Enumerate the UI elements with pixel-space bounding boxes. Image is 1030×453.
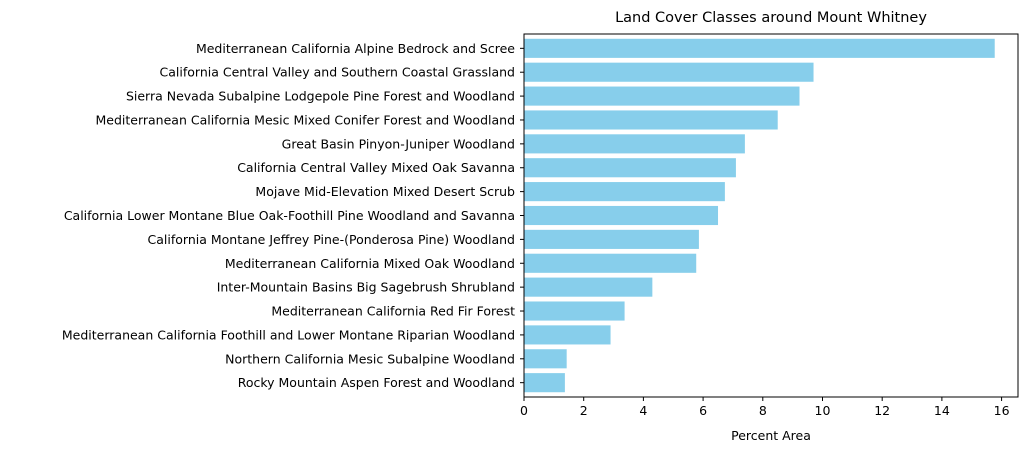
category-label: California Lower Montane Blue Oak-Foothi… bbox=[64, 208, 515, 223]
category-label: Mojave Mid-Elevation Mixed Desert Scrub bbox=[255, 184, 515, 199]
bar bbox=[524, 277, 653, 297]
category-label: Mediterranean California Red Fir Forest bbox=[271, 304, 515, 319]
category-label: Mediterranean California Mesic Mixed Con… bbox=[95, 112, 515, 127]
category-label: Northern California Mesic Subalpine Wood… bbox=[225, 351, 515, 366]
bar bbox=[524, 229, 699, 249]
category-label: California Central Valley Mixed Oak Sava… bbox=[237, 160, 515, 175]
x-tick-label: 2 bbox=[580, 403, 588, 418]
bar bbox=[524, 205, 719, 226]
axes-frame bbox=[523, 33, 1019, 398]
bar bbox=[524, 158, 736, 178]
category-label: California Central Valley and Southern C… bbox=[160, 65, 515, 80]
category-label: Mediterranean California Alpine Bedrock … bbox=[196, 41, 515, 56]
x-tick-label: 0 bbox=[520, 403, 528, 418]
x-tick-label: 10 bbox=[815, 403, 831, 418]
x-axis-ticks: 0 2 4 6 8 10 12 14 16 bbox=[520, 397, 1010, 418]
category-labels: Mediterranean California Alpine Bedrock … bbox=[62, 41, 524, 390]
bar bbox=[524, 134, 745, 154]
bar bbox=[524, 301, 625, 321]
category-label: Mediterranean California Foothill and Lo… bbox=[62, 327, 515, 342]
bar bbox=[524, 325, 611, 345]
bar bbox=[524, 182, 725, 202]
category-label: California Montane Jeffrey Pine-(Pondero… bbox=[148, 232, 515, 247]
category-label: Rocky Mountain Aspen Forest and Woodland bbox=[238, 375, 515, 390]
category-label: Mediterranean California Mixed Oak Woodl… bbox=[225, 256, 515, 271]
x-tick-label: 12 bbox=[874, 403, 890, 418]
x-tick-label: 4 bbox=[639, 403, 647, 418]
bars-group bbox=[524, 38, 995, 393]
category-label: Sierra Nevada Subalpine Lodgepole Pine F… bbox=[126, 89, 515, 104]
x-tick-label: 6 bbox=[699, 403, 707, 418]
bar bbox=[524, 373, 565, 393]
chart-title: Land Cover Classes around Mount Whitney bbox=[615, 10, 927, 26]
x-tick-label: 14 bbox=[934, 403, 950, 418]
category-label: Inter-Mountain Basins Big Sagebrush Shru… bbox=[217, 280, 515, 295]
category-label: Great Basin Pinyon-Juniper Woodland bbox=[282, 136, 515, 151]
bar bbox=[524, 349, 567, 369]
bar bbox=[524, 253, 697, 273]
x-tick-label: 8 bbox=[759, 403, 767, 418]
bar bbox=[524, 38, 995, 58]
bar bbox=[524, 110, 778, 130]
x-tick-label: 16 bbox=[994, 403, 1010, 418]
x-axis-label: Percent Area bbox=[731, 428, 811, 443]
bar bbox=[524, 62, 814, 82]
bar bbox=[524, 86, 800, 106]
